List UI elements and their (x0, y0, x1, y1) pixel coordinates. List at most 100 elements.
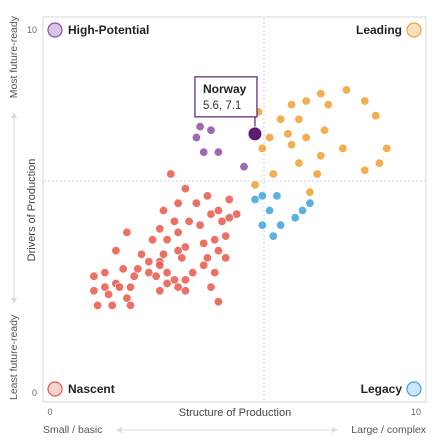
point-high-potential-2[interactable] (206, 125, 216, 135)
point-nascent-28[interactable] (144, 257, 154, 267)
point-leading-11[interactable] (301, 133, 311, 143)
point-high-potential-3[interactable] (199, 147, 209, 157)
point-high-potential-0[interactable] (195, 122, 205, 132)
point-leading-24[interactable] (250, 180, 260, 190)
point-nascent-54[interactable] (89, 286, 99, 296)
point-legacy-8[interactable] (290, 213, 300, 223)
point-nascent-14[interactable] (148, 235, 158, 245)
point-leading-6[interactable] (341, 85, 351, 95)
point-nascent-18[interactable] (199, 238, 209, 248)
point-nascent-46[interactable] (180, 275, 190, 285)
point-nascent-23[interactable] (169, 216, 179, 226)
point-nascent-38[interactable] (188, 268, 198, 278)
point-legacy-1[interactable] (257, 191, 267, 201)
point-leading-7[interactable] (360, 96, 370, 106)
point-legacy-6[interactable] (257, 220, 267, 230)
point-leading-14[interactable] (382, 143, 392, 153)
point-nascent-7[interactable] (232, 209, 242, 219)
point-nascent-61[interactable] (93, 300, 103, 310)
point-leading-25[interactable] (305, 187, 315, 197)
point-leading-16[interactable] (257, 143, 267, 153)
point-leading-4[interactable] (316, 89, 326, 99)
point-nascent-3[interactable] (202, 191, 212, 201)
point-nascent-37[interactable] (162, 268, 172, 278)
point-leading-18[interactable] (316, 151, 326, 161)
point-nascent-24[interactable] (159, 249, 169, 259)
point-nascent-10[interactable] (224, 213, 234, 223)
point-nascent-21[interactable] (195, 220, 205, 230)
point-legacy-4[interactable] (305, 198, 315, 208)
point-leading-23[interactable] (360, 165, 370, 175)
point-leading-22[interactable] (312, 169, 322, 179)
point-nascent-44[interactable] (151, 271, 161, 281)
point-nascent-49[interactable] (100, 282, 110, 292)
point-nascent-8[interactable] (213, 206, 223, 216)
point-nascent-17[interactable] (180, 242, 190, 252)
point-nascent-16[interactable] (173, 227, 183, 237)
point-nascent-47[interactable] (210, 268, 220, 278)
point-nascent-13[interactable] (155, 224, 165, 234)
point-leading-19[interactable] (338, 143, 348, 153)
point-nascent-25[interactable] (173, 246, 183, 256)
point-nascent-51[interactable] (162, 278, 172, 288)
point-leading-21[interactable] (268, 169, 278, 179)
point-nascent-19[interactable] (210, 235, 220, 245)
point-nascent-26[interactable] (111, 246, 121, 256)
point-nascent-4[interactable] (159, 206, 169, 216)
point-high-potential-5[interactable] (239, 162, 249, 172)
point-leading-9[interactable] (294, 114, 304, 124)
point-nascent-41[interactable] (100, 268, 110, 278)
point-nascent-57[interactable] (126, 282, 136, 292)
point-leading-2[interactable] (287, 100, 297, 110)
point-nascent-6[interactable] (224, 195, 234, 205)
point-nascent-59[interactable] (180, 286, 190, 296)
point-leading-1[interactable] (276, 114, 286, 124)
point-leading-5[interactable] (323, 100, 333, 110)
point-nascent-52[interactable] (173, 282, 183, 292)
point-leading-15[interactable] (374, 158, 384, 168)
point-leading-12[interactable] (283, 129, 293, 139)
point-nascent-12[interactable] (122, 227, 132, 237)
point-nascent-11[interactable] (206, 209, 216, 219)
point-nascent-35[interactable] (144, 268, 154, 278)
point-nascent-20[interactable] (221, 231, 231, 241)
point-nascent-31[interactable] (202, 253, 212, 263)
point-leading-13[interactable] (265, 133, 275, 143)
point-nascent-45[interactable] (169, 275, 179, 285)
point-nascent-33[interactable] (118, 264, 128, 274)
point-leading-8[interactable] (371, 111, 381, 121)
point-nascent-40[interactable] (221, 253, 231, 263)
point-nascent-62[interactable] (107, 300, 117, 310)
point-leading-20[interactable] (294, 158, 304, 168)
point-nascent-30[interactable] (177, 253, 187, 263)
point-nascent-48[interactable] (89, 271, 99, 281)
point-legacy-7[interactable] (276, 220, 286, 230)
point-nascent-39[interactable] (199, 260, 209, 270)
point-leading-3[interactable] (301, 96, 311, 106)
point-nascent-9[interactable] (217, 216, 227, 226)
point-nascent-34[interactable] (133, 264, 143, 274)
point-legacy-0[interactable] (250, 195, 260, 205)
point-nascent-5[interactable] (191, 198, 201, 208)
point-leading-10[interactable] (319, 125, 329, 135)
point-nascent-43[interactable] (129, 271, 139, 281)
point-nascent-56[interactable] (122, 293, 132, 303)
point-nascent-58[interactable] (155, 286, 165, 296)
highlight-point[interactable] (247, 126, 263, 142)
point-nascent-32[interactable] (213, 246, 223, 256)
point-nascent-0[interactable] (166, 169, 176, 179)
point-leading-17[interactable] (287, 140, 297, 150)
point-nascent-36[interactable] (155, 260, 165, 270)
point-high-potential-1[interactable] (191, 133, 201, 143)
point-legacy-2[interactable] (272, 191, 282, 201)
point-nascent-55[interactable] (104, 289, 114, 299)
point-nascent-53[interactable] (206, 282, 216, 292)
point-legacy-3[interactable] (265, 206, 275, 216)
point-legacy-9[interactable] (268, 231, 278, 241)
point-nascent-2[interactable] (173, 198, 183, 208)
point-nascent-50[interactable] (115, 282, 125, 292)
point-nascent-63[interactable] (126, 300, 136, 310)
point-nascent-60[interactable] (213, 297, 223, 307)
point-nascent-15[interactable] (162, 235, 172, 245)
point-nascent-1[interactable] (180, 184, 190, 194)
